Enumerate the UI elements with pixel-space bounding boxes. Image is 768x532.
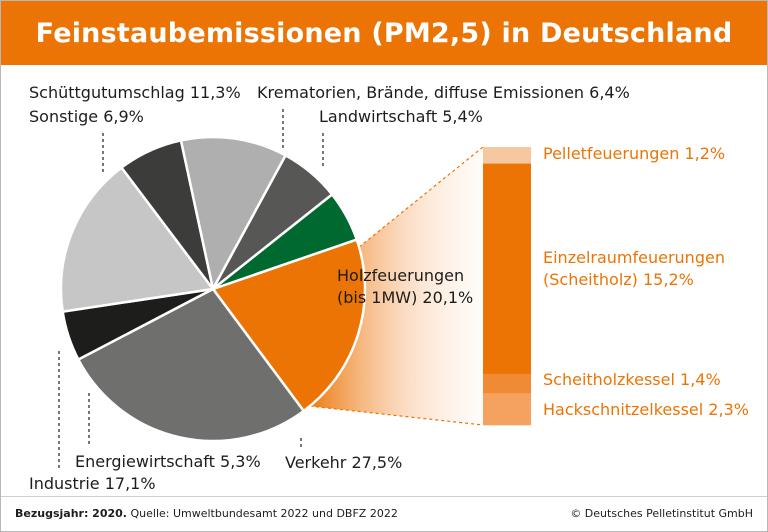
connector-edge-bottom [309,405,484,426]
slice-label-krematorien-braende-diffuse-emissionen: Krematorien, Brände, diffuse Emissionen … [257,83,630,102]
breakdown-connector [310,147,483,425]
pie-chart: Holzfeuerungen (bis 1MW) 20,1% Verkehr 27,… [29,83,749,493]
bar-segment-scheitholzkessel [483,373,531,394]
source-text: Quelle: Umweltbundesamt 2022 und DBFZ 20… [130,507,398,520]
reference-year: Bezugsjahr: 2020. [15,507,127,520]
bar-label-hackschnitzelkessel: Hackschnitzelkessel 2,3% [543,400,749,419]
pie-slice-landwirtschaft [211,193,358,291]
slice-label-verkehr: Verkehr 27,5% [285,453,402,472]
slice-label-holzfeuerungen-bis-1mw: Holzfeuerungen (bis 1MW) 20,1% [337,266,473,307]
bar-label-pelletfeuerungen: Pelletfeuerungen 1,2% [543,144,725,163]
chart-title: Feinstaubemissionen (PM2,5) in Deutschla… [1,1,767,65]
bar-label-einzelraumfeuerungen-scheitholz: Einzelraumfeuerungen (Scheitholz) 15,2% [543,248,725,289]
slice-label-energiewirtschaft: Energiewirtschaft 5,3% [75,452,261,471]
connector-edge-top [358,146,484,248]
slice-label-sonstige: Sonstige 6,9% [29,107,144,126]
pie-slice-schuettgutumschlag [179,135,287,291]
slice-label-landwirtschaft: Landwirtschaft 5,4% [319,107,483,126]
bar-segment-hackschnitzelkessel [483,393,531,426]
copyright: © Deutsches Pelletinstitut GmbH [570,507,753,520]
bar-label-scheitholzkessel: Scheitholzkessel 1,4% [543,370,721,389]
source-note: Bezugsjahr: 2020. Quelle: Umweltbundesam… [15,507,398,520]
slice-label-industrie: Industrie 17,1% [29,474,156,493]
slice-label-schuettgutumschlag: Schüttgutumschlag 11,3% [29,83,241,102]
pie-slice-industrie [59,166,215,313]
pie-slice-verkehr [77,287,305,443]
bar-segment-pelletfeuerungen [483,147,531,164]
pie-slice-holzfeuerungen-bis-1mw [211,238,367,413]
bar-segment-einzelraumfeuerungen-scheitholz [483,163,531,375]
footer: Bezugsjahr: 2020. Quelle: Umweltbundesam… [1,496,767,531]
